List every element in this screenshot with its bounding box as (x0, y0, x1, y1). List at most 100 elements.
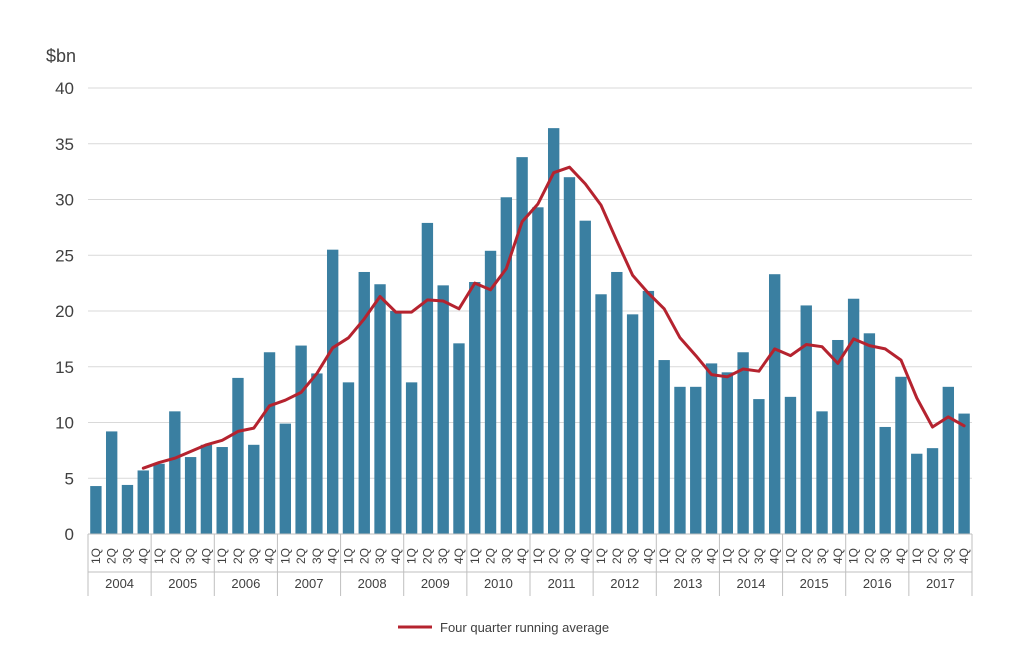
y-tick-label: 25 (55, 246, 74, 265)
x-tick-quarter-label: 3Q (878, 548, 892, 564)
y-tick-label: 5 (65, 469, 74, 488)
bar (137, 470, 149, 534)
bar (753, 399, 765, 534)
bar (579, 220, 591, 534)
x-tick-year-label: 2009 (421, 576, 450, 591)
x-tick-quarter-label: 2Q (862, 548, 876, 564)
x-tick-quarter-label: 3Q (689, 548, 703, 564)
x-tick-quarter-label: 3Q (247, 548, 261, 564)
y-tick-label: 15 (55, 358, 74, 377)
bar (421, 222, 434, 535)
x-tick-quarter-label: 1Q (342, 548, 356, 564)
bar (737, 352, 749, 534)
bar (642, 290, 655, 534)
bar (958, 413, 970, 534)
x-tick-quarter-label: 4Q (894, 548, 908, 564)
x-tick-quarter-label: 1Q (594, 548, 608, 564)
bar (232, 377, 244, 534)
bar (500, 197, 513, 534)
x-tick-quarter-label: 3Q (626, 548, 640, 564)
x-tick-quarter-label: 4Q (136, 548, 150, 564)
bar (784, 396, 797, 534)
y-tick-label: 30 (55, 191, 74, 210)
x-tick-year-label: 2015 (800, 576, 829, 591)
y-tick-label: 40 (55, 79, 74, 98)
x-tick-quarter-label: 1Q (89, 548, 103, 564)
x-tick-quarter-label: 1Q (405, 548, 419, 564)
x-tick-quarter-label: 1Q (720, 548, 734, 564)
x-tick-year-label: 2014 (737, 576, 766, 591)
bar (248, 444, 260, 534)
bar (200, 444, 213, 534)
bar (626, 314, 639, 534)
x-tick-year-label: 2005 (168, 576, 197, 591)
x-tick-year-label: 2012 (610, 576, 639, 591)
x-tick-quarter-label: 2Q (231, 548, 245, 564)
bar (295, 345, 307, 534)
y-tick-label: 0 (65, 525, 74, 544)
bar (326, 249, 339, 535)
bar (690, 386, 702, 534)
bar (90, 486, 102, 534)
x-tick-quarter-label: 3Q (373, 548, 387, 564)
x-tick-year-label: 2011 (548, 576, 576, 591)
x-tick-quarter-label: 1Q (784, 548, 798, 564)
bar (453, 343, 465, 534)
x-tick-quarter-label: 2Q (799, 548, 813, 564)
x-tick-year-label: 2010 (484, 576, 513, 591)
x-tick-quarter-label: 3Q (752, 548, 766, 564)
bar (484, 250, 497, 535)
x-tick-quarter-label: 1Q (657, 548, 671, 564)
bar (405, 382, 418, 534)
bar (516, 157, 528, 534)
y-axis-ticks: 0 5 10 15 20 25 30 35 40 (55, 79, 74, 544)
x-tick-quarter-label: 1Q (531, 548, 545, 564)
bar (879, 426, 891, 534)
bar (563, 177, 576, 534)
bar (105, 431, 118, 534)
bar (547, 128, 560, 534)
x-tick-quarter-label: 2Q (294, 548, 308, 564)
bar (374, 284, 386, 534)
x-tick-year-label: 2007 (295, 576, 324, 591)
x-tick-quarter-label: 1Q (468, 548, 482, 564)
x-tick-quarter-label: 2Q (673, 548, 687, 564)
bar (342, 382, 355, 534)
x-tick-quarter-label: 1Q (847, 548, 861, 564)
x-tick-quarter-label: 2Q (357, 548, 371, 564)
bar (674, 386, 686, 534)
y-axis-unit-label: $bn (46, 46, 76, 66)
bar (832, 339, 844, 534)
bar (721, 372, 734, 534)
x-tick-quarter-label: 3Q (499, 548, 513, 564)
bar (847, 298, 860, 534)
x-tick-quarter-label: 1Q (215, 548, 229, 564)
x-tick-year-label: 2004 (105, 576, 134, 591)
x-tick-quarter-label: 2Q (484, 548, 498, 564)
bar (437, 285, 449, 534)
x-tick-year-label: 2016 (863, 576, 892, 591)
bar (469, 282, 481, 534)
bar (926, 448, 939, 534)
bar (532, 207, 544, 534)
running-average-series (141, 165, 966, 470)
x-tick-quarter-label: 3Q (815, 548, 829, 564)
x-tick-quarter-label: 4Q (326, 548, 340, 564)
x-tick-year-label: 2008 (358, 576, 387, 591)
x-tick-quarter-label: 3Q (121, 548, 135, 564)
bar (153, 463, 165, 534)
bar (942, 386, 955, 534)
x-tick-quarter-label: 1Q (278, 548, 292, 564)
x-tick-quarter-label: 3Q (941, 548, 955, 564)
bar (279, 423, 292, 534)
x-tick-quarter-label: 4Q (705, 548, 719, 564)
legend: Four quarter running average (398, 620, 609, 635)
x-tick-quarter-label: 2Q (420, 548, 434, 564)
y-tick-label: 35 (55, 135, 74, 154)
x-tick-quarter-label: 3Q (310, 548, 324, 564)
bar (358, 271, 370, 534)
bar (184, 457, 197, 534)
x-tick-quarter-label: 4Q (641, 548, 655, 564)
x-tick-quarter-label: 3Q (563, 548, 577, 564)
